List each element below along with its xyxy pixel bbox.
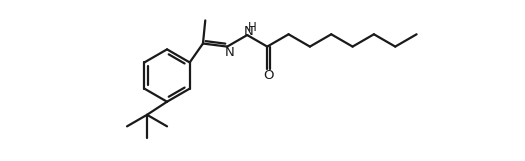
Text: H: H xyxy=(248,21,257,34)
Text: O: O xyxy=(263,69,274,82)
Text: N: N xyxy=(244,25,254,38)
Text: N: N xyxy=(225,46,234,59)
